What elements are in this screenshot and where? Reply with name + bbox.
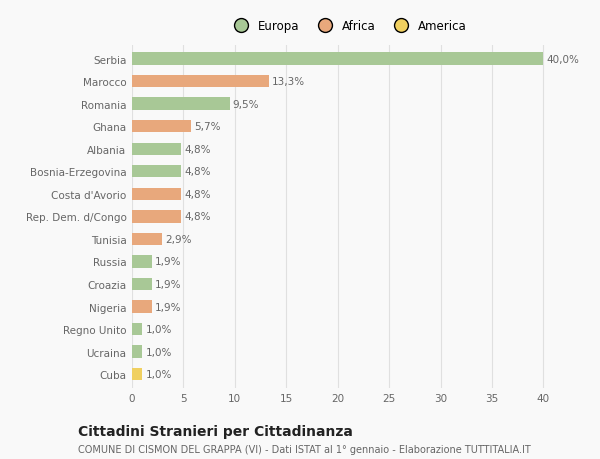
Bar — [132, 166, 181, 178]
Bar — [132, 301, 152, 313]
Text: 1,0%: 1,0% — [145, 369, 172, 379]
Text: 40,0%: 40,0% — [547, 55, 580, 64]
Legend: Europa, Africa, America: Europa, Africa, America — [227, 17, 469, 35]
Text: 4,8%: 4,8% — [184, 190, 211, 199]
Text: 4,8%: 4,8% — [184, 212, 211, 222]
Bar — [132, 211, 181, 223]
Bar — [132, 76, 269, 88]
Bar — [132, 188, 181, 201]
Bar — [132, 323, 142, 336]
Bar — [132, 346, 142, 358]
Bar — [132, 53, 544, 66]
Bar — [132, 256, 152, 268]
Text: 1,9%: 1,9% — [155, 302, 181, 312]
Bar — [132, 143, 181, 156]
Text: Cittadini Stranieri per Cittadinanza: Cittadini Stranieri per Cittadinanza — [78, 425, 353, 438]
Text: 1,9%: 1,9% — [155, 280, 181, 289]
Text: 13,3%: 13,3% — [272, 77, 305, 87]
Text: 5,7%: 5,7% — [194, 122, 220, 132]
Bar — [132, 368, 142, 381]
Text: 1,9%: 1,9% — [155, 257, 181, 267]
Bar — [132, 98, 230, 111]
Bar — [132, 278, 152, 291]
Bar — [132, 233, 162, 246]
Text: 9,5%: 9,5% — [233, 100, 259, 109]
Text: 4,8%: 4,8% — [184, 167, 211, 177]
Bar — [132, 121, 191, 133]
Text: 2,9%: 2,9% — [165, 235, 191, 244]
Text: COMUNE DI CISMON DEL GRAPPA (VI) - Dati ISTAT al 1° gennaio - Elaborazione TUTTI: COMUNE DI CISMON DEL GRAPPA (VI) - Dati … — [78, 444, 531, 454]
Text: 4,8%: 4,8% — [184, 145, 211, 154]
Text: 1,0%: 1,0% — [145, 347, 172, 357]
Text: 1,0%: 1,0% — [145, 325, 172, 334]
